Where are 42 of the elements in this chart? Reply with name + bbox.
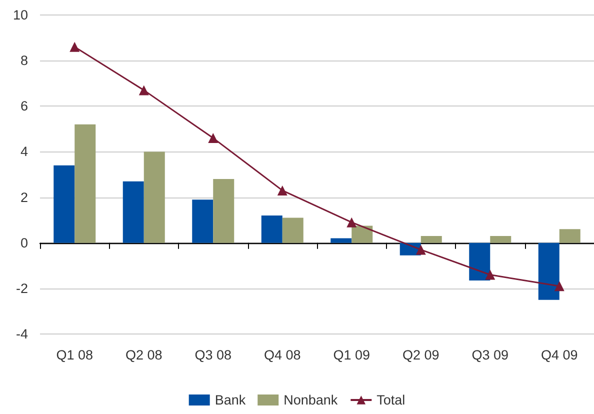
y-tick-label: 0: [20, 235, 28, 250]
legend-label: Bank: [214, 392, 246, 408]
bar: [420, 236, 442, 243]
bar: [538, 242, 560, 300]
bar: [213, 179, 234, 243]
y-tick-label: 2: [20, 190, 28, 205]
point: [485, 270, 496, 280]
y-tick-label: 10: [12, 8, 28, 22]
bar: [192, 200, 214, 243]
x-tick-label: Q1 09: [333, 348, 370, 362]
point: [208, 133, 218, 144]
bar: [261, 216, 282, 243]
bar: [74, 124, 96, 243]
bar: [490, 236, 512, 243]
x-tick-label: Q2 09: [402, 348, 440, 362]
bar: [54, 165, 75, 243]
x-tick-label: Q4 08: [264, 348, 301, 362]
bar: [330, 238, 352, 243]
bar: [352, 226, 373, 243]
y-tick-label: 4: [20, 144, 28, 160]
bar: [559, 229, 580, 243]
y-tick-label: 8: [20, 53, 28, 68]
x-tick-label: Q2 08: [125, 348, 162, 362]
y-tick-label: 6: [20, 98, 28, 114]
bar: [469, 242, 490, 280]
point: [277, 185, 288, 196]
point: [346, 217, 357, 228]
point: [70, 42, 80, 52]
y-tick-label: -2: [16, 280, 28, 296]
x-tick-label: Q3 08: [194, 348, 232, 362]
legend-label: Nonbank: [284, 392, 338, 408]
point: [138, 85, 149, 96]
y-tick-label: -4: [16, 326, 28, 342]
x-tick-label: Q3 09: [472, 348, 509, 362]
legend-label: Total: [376, 392, 406, 408]
point: [416, 244, 426, 255]
point: [554, 281, 564, 292]
x-tick-label: Q4 09: [540, 348, 578, 362]
bar: [144, 152, 165, 243]
bar: [282, 218, 304, 243]
x-tick-label: Q1 08: [56, 348, 94, 362]
bar: [122, 181, 144, 243]
